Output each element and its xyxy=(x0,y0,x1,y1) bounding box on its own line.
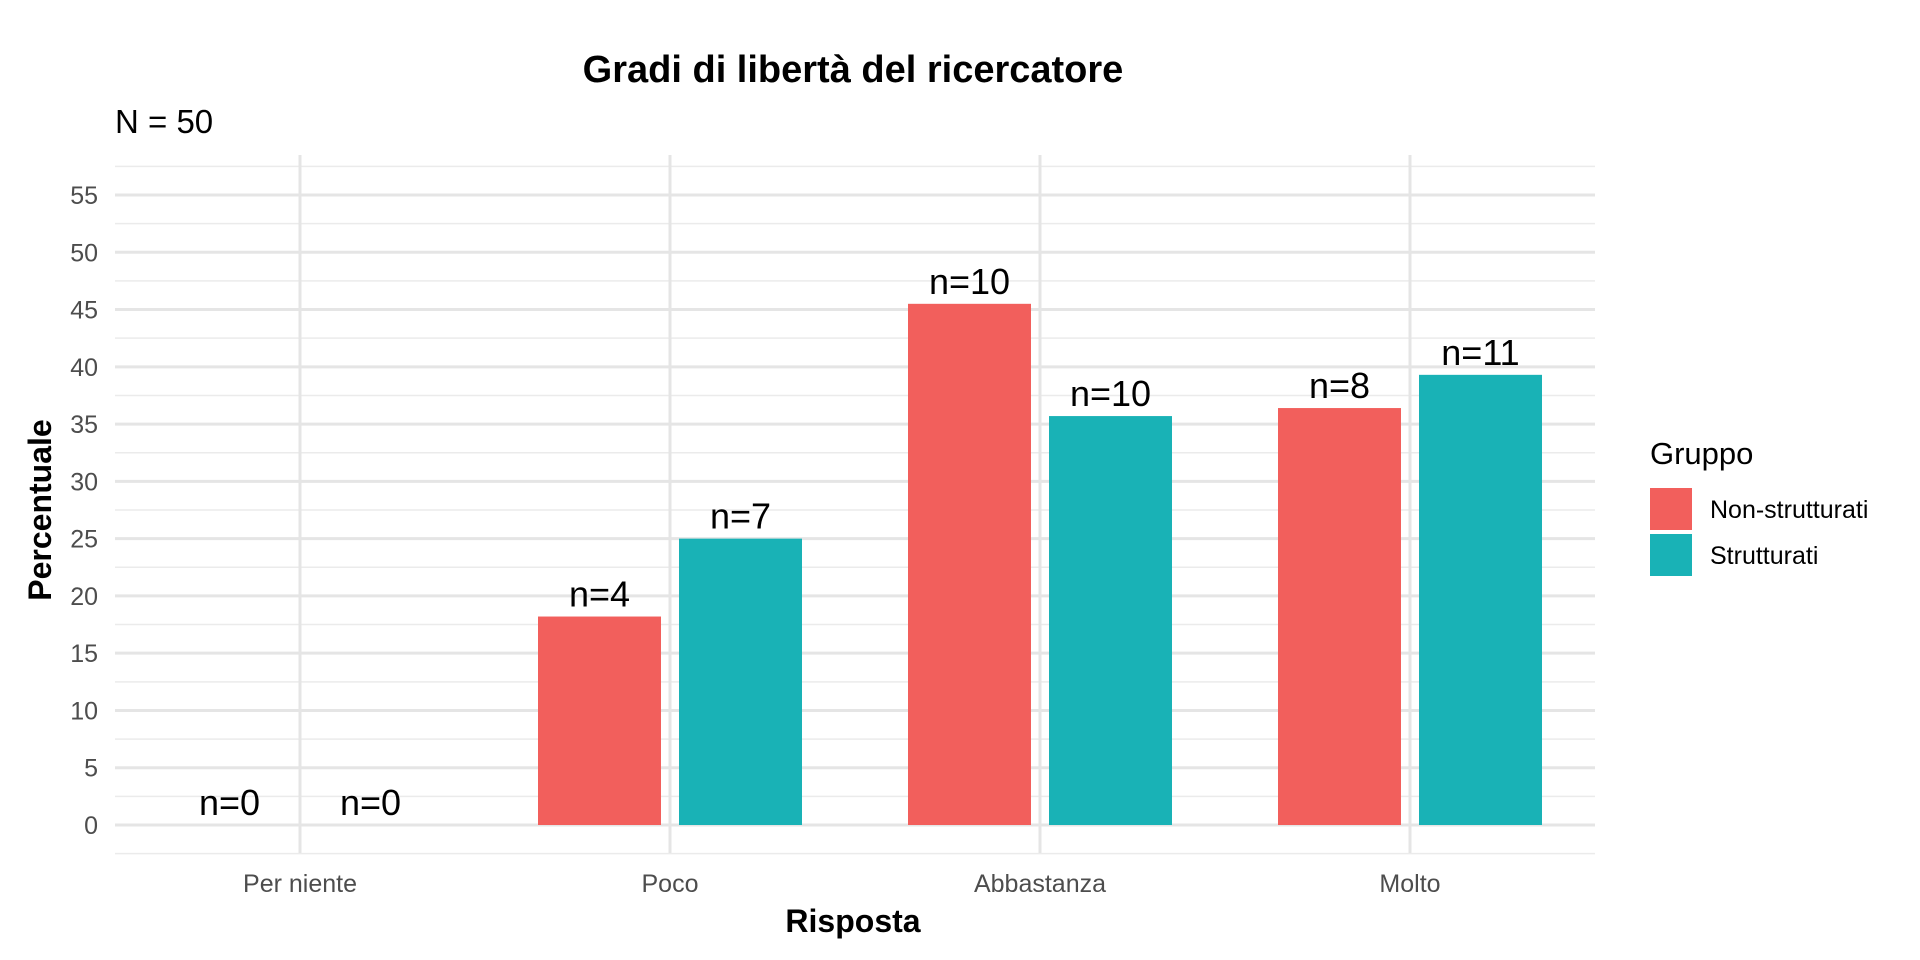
bar-label: n=11 xyxy=(1441,332,1519,373)
x-tick-label: Molto xyxy=(1379,870,1440,898)
bar xyxy=(1278,408,1401,825)
bar-label: n=4 xyxy=(569,574,630,615)
bar xyxy=(908,303,1031,825)
bar xyxy=(1419,374,1542,825)
y-tick-label: 30 xyxy=(70,468,98,496)
chart-subtitle: N = 50 xyxy=(115,103,213,140)
x-tick-label: Poco xyxy=(642,870,699,898)
legend-title: Gruppo xyxy=(1650,436,1753,471)
bar-labels: n=0 n=4 n=10 n=8 n=0 n=7 n=10 n=11 xyxy=(199,261,1520,823)
axes: 0 5 10 15 20 25 30 35 40 45 50 55 Per niente Poco Abba… xyxy=(70,182,1440,898)
bar xyxy=(538,616,661,825)
bar xyxy=(679,538,802,825)
y-tick-label: 0 xyxy=(84,812,98,840)
chart-title: Gradi di libertà del ricercatore xyxy=(583,49,1124,91)
y-tick-label: 35 xyxy=(70,411,98,439)
bar-label: n=10 xyxy=(1070,373,1151,414)
y-tick-label: 10 xyxy=(70,697,98,725)
y-tick-label: 25 xyxy=(70,526,98,554)
y-tick-label: 45 xyxy=(70,297,98,325)
legend-key xyxy=(1650,488,1692,530)
x-tick-label: Abbastanza xyxy=(974,870,1106,898)
y-tick-label: 50 xyxy=(70,239,98,267)
y-tick-label: 20 xyxy=(70,583,98,611)
bar-label: n=8 xyxy=(1309,365,1370,406)
bar-label: n=0 xyxy=(199,782,260,823)
bar-label: n=10 xyxy=(929,261,1010,302)
legend-key xyxy=(1650,534,1692,576)
y-tick-label: 55 xyxy=(70,182,98,210)
y-axis-title: Percentuale xyxy=(22,419,58,600)
legend-label: Strutturati xyxy=(1710,542,1818,570)
bar-label: n=0 xyxy=(340,782,401,823)
x-axis-title: Risposta xyxy=(785,903,920,939)
y-tick-label: 15 xyxy=(70,640,98,668)
bar-label: n=7 xyxy=(710,496,771,537)
bars xyxy=(538,303,1542,825)
x-tick-label: Per niente xyxy=(243,870,357,898)
bar xyxy=(1049,416,1172,825)
y-tick-label: 5 xyxy=(84,755,98,783)
y-tick-label: 40 xyxy=(70,354,98,382)
legend-label: Non-strutturati xyxy=(1710,496,1868,524)
legend: Gruppo Non-strutturati Strutturati xyxy=(1650,436,1868,576)
